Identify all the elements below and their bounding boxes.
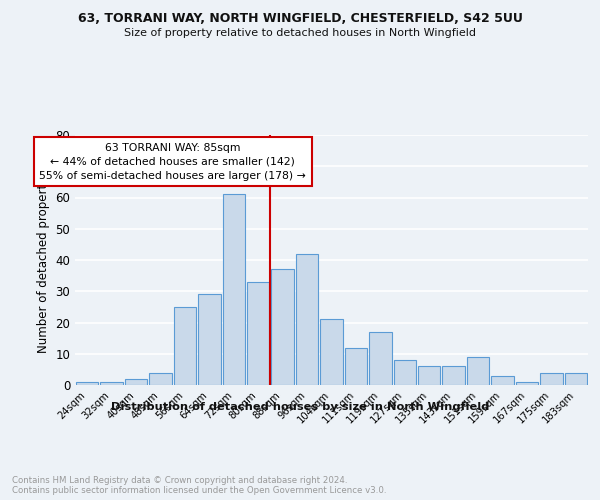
Bar [442,366,465,385]
Bar [540,372,563,385]
Bar [491,376,514,385]
Text: 63, TORRANI WAY, NORTH WINGFIELD, CHESTERFIELD, S42 5UU: 63, TORRANI WAY, NORTH WINGFIELD, CHESTE… [77,12,523,26]
Bar [76,382,98,385]
Bar [394,360,416,385]
Bar [565,372,587,385]
Bar [149,372,172,385]
Bar [467,357,490,385]
Bar [173,307,196,385]
Bar [100,382,123,385]
Bar [296,254,319,385]
Bar [320,320,343,385]
Text: 63 TORRANI WAY: 85sqm
← 44% of detached houses are smaller (142)
55% of semi-det: 63 TORRANI WAY: 85sqm ← 44% of detached … [40,143,306,181]
Bar [247,282,269,385]
Y-axis label: Number of detached properties: Number of detached properties [37,167,50,353]
Bar [369,332,392,385]
Bar [223,194,245,385]
Text: Size of property relative to detached houses in North Wingfield: Size of property relative to detached ho… [124,28,476,38]
Text: Distribution of detached houses by size in North Wingfield: Distribution of detached houses by size … [111,402,489,412]
Text: Contains HM Land Registry data © Crown copyright and database right 2024.
Contai: Contains HM Land Registry data © Crown c… [12,476,386,495]
Bar [271,270,294,385]
Bar [418,366,440,385]
Bar [125,379,148,385]
Bar [198,294,221,385]
Bar [344,348,367,385]
Bar [515,382,538,385]
